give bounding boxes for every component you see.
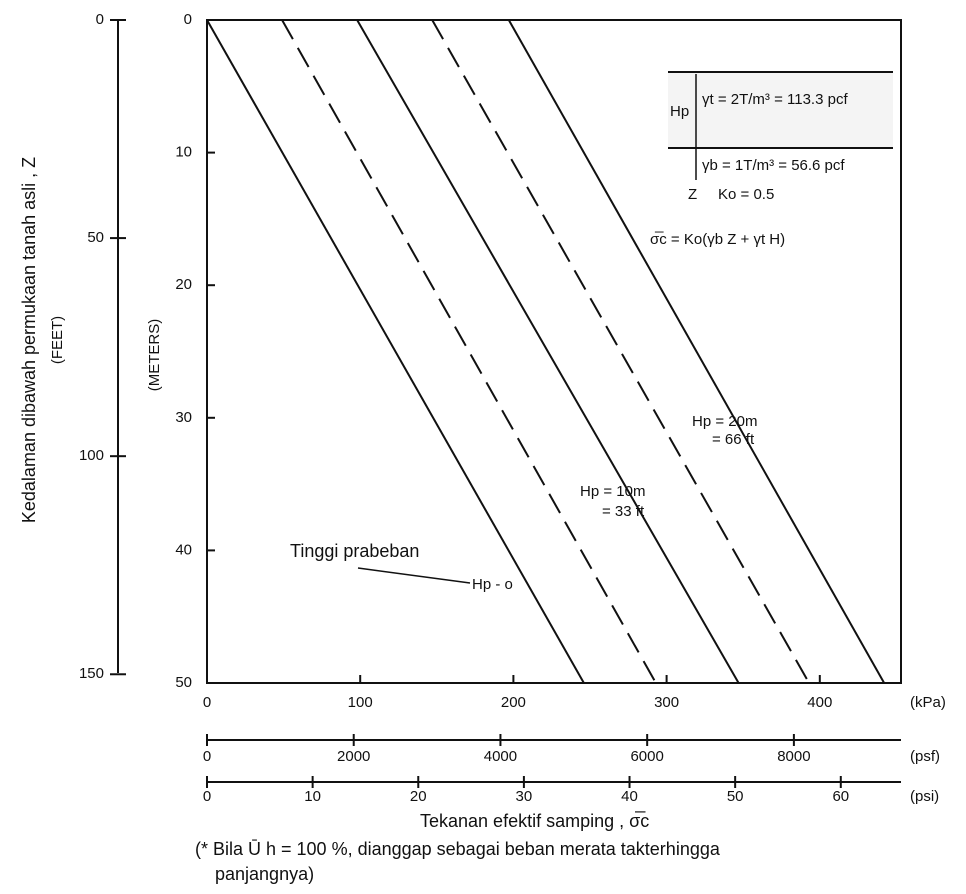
footnote: panjangnya) (215, 864, 314, 884)
inset-formula: σ̅c = Ko(γb Z + γt H) (650, 231, 785, 248)
series-line (507, 19, 886, 684)
annotation: = 66 ft (712, 431, 755, 448)
inset-text: Z (688, 186, 697, 203)
y-tick-label: 40 (175, 541, 192, 558)
y-label: Kedalaman dibawah permukaan tanah asli ,… (19, 157, 39, 523)
y2-tick-label: 100 (79, 447, 104, 464)
x-tick-label: 200 (501, 694, 526, 711)
annotation: Hp - o (472, 576, 513, 593)
y2-tick-label: 50 (87, 229, 104, 246)
y-tick-label: 30 (175, 409, 192, 426)
inset-text: γb = 1T/m³ = 56.6 pcf (702, 157, 845, 174)
x3-tick-label: 20 (410, 788, 427, 805)
x2-unit: (psf) (910, 748, 940, 765)
x2-tick-label: 8000 (777, 748, 810, 765)
x-tick-label: 400 (807, 694, 832, 711)
inset-text: γt = 2T/m³ = 113.3 pcf (702, 91, 848, 108)
x2-tick-label: 6000 (630, 748, 663, 765)
inset-text: Hp (670, 103, 689, 120)
y2-tick-label: 150 (79, 665, 104, 682)
plot-frame (206, 19, 902, 684)
y2-unit: (FEET) (49, 316, 66, 364)
x2-tick-label: 0 (203, 748, 211, 765)
x-tick-label: 0 (203, 694, 211, 711)
x3-tick-label: 50 (727, 788, 744, 805)
y-tick-label: 10 (175, 144, 192, 161)
y-tick-label: 0 (184, 11, 192, 28)
annotation-arrow (357, 567, 471, 584)
inset-text: Ko = 0.5 (718, 186, 774, 203)
footnote: (* Bila Ū h = 100 %, dianggap sebagai be… (195, 839, 721, 859)
x3-tick-label: 40 (621, 788, 638, 805)
x-label: Tekanan efektif samping , σ̅c (420, 811, 649, 831)
y-unit: (METERS) (146, 319, 163, 392)
annotation: Tinggi prabeban (290, 541, 419, 561)
series-line (206, 19, 585, 684)
series-line (356, 19, 740, 684)
x3-tick-label: 30 (516, 788, 533, 805)
x3-tick-label: 60 (832, 788, 849, 805)
x2-tick-label: 2000 (337, 748, 370, 765)
x-tick-label: 100 (348, 694, 373, 711)
x-unit: (kPa) (910, 694, 946, 711)
x3-unit: (psi) (910, 788, 939, 805)
y2-tick-label: 0 (96, 11, 104, 28)
inset: Hp γt = 2T/m³ = 113.3 pcf γb = 1T/m³ = 5… (650, 71, 893, 248)
y-tick-label: 50 (175, 674, 192, 691)
x-tick-label: 300 (654, 694, 679, 711)
y-tick-label: 20 (175, 276, 192, 293)
annotation: Hp = 20m (692, 413, 757, 430)
annotation: Hp = 10m (580, 483, 645, 500)
x3-tick-label: 0 (203, 788, 211, 805)
x3-tick-label: 10 (304, 788, 321, 805)
x2-tick-label: 4000 (484, 748, 517, 765)
inset-fill (668, 72, 893, 148)
annotation: = 33 ft (602, 503, 645, 520)
